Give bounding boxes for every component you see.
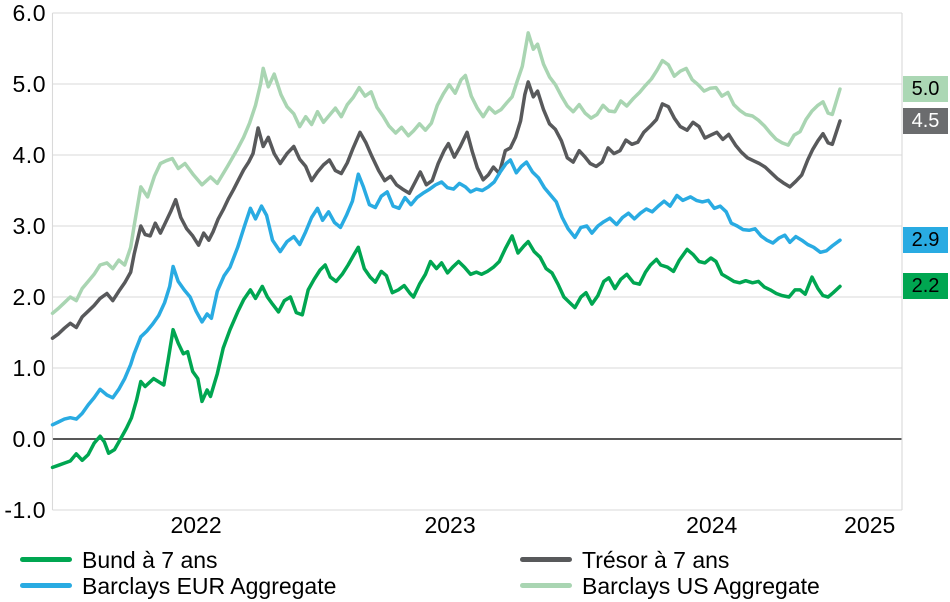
x-tick-label: 2025 xyxy=(844,512,896,538)
series-line-eur_agg xyxy=(50,158,842,427)
y-tick-label: 3.0 xyxy=(12,213,46,239)
series-line-bund xyxy=(50,234,842,470)
end-value-label-tresor: 4.5 xyxy=(903,107,948,134)
legend-swatch-bund xyxy=(20,557,72,562)
legend-label-eur_agg: Barclays EUR Aggregate xyxy=(82,573,337,599)
series-line-tresor xyxy=(50,80,842,340)
x-tick-label: 2022 xyxy=(170,512,222,538)
legend-swatch-eur_agg xyxy=(20,583,72,588)
x-tick-label: 2023 xyxy=(424,512,476,538)
x-tick-label: 2024 xyxy=(686,512,738,538)
legend-swatch-us_agg xyxy=(520,583,572,588)
series-line-us_agg xyxy=(50,31,842,316)
y-tick-label: 4.0 xyxy=(12,142,46,168)
legend-label-tresor: Trésor à 7 ans xyxy=(582,547,730,573)
end-value-label-us_agg: 5.0 xyxy=(903,75,948,102)
legend-swatch-tresor xyxy=(520,557,572,562)
legend-label-us_agg: Barclays US Aggregate xyxy=(582,573,820,599)
y-tick-label: 2.0 xyxy=(12,284,46,310)
y-tick-label: 0.0 xyxy=(12,426,46,452)
y-tick-label: -1.0 xyxy=(4,497,46,523)
y-tick-label: 1.0 xyxy=(12,355,46,381)
y-tick-label: 5.0 xyxy=(12,71,46,97)
legend-label-bund: Bund à 7 ans xyxy=(82,547,218,573)
end-value-label-bund: 2.2 xyxy=(903,273,948,300)
end-value-label-eur_agg: 2.9 xyxy=(903,227,948,254)
y-tick-label: 6.0 xyxy=(12,0,46,26)
